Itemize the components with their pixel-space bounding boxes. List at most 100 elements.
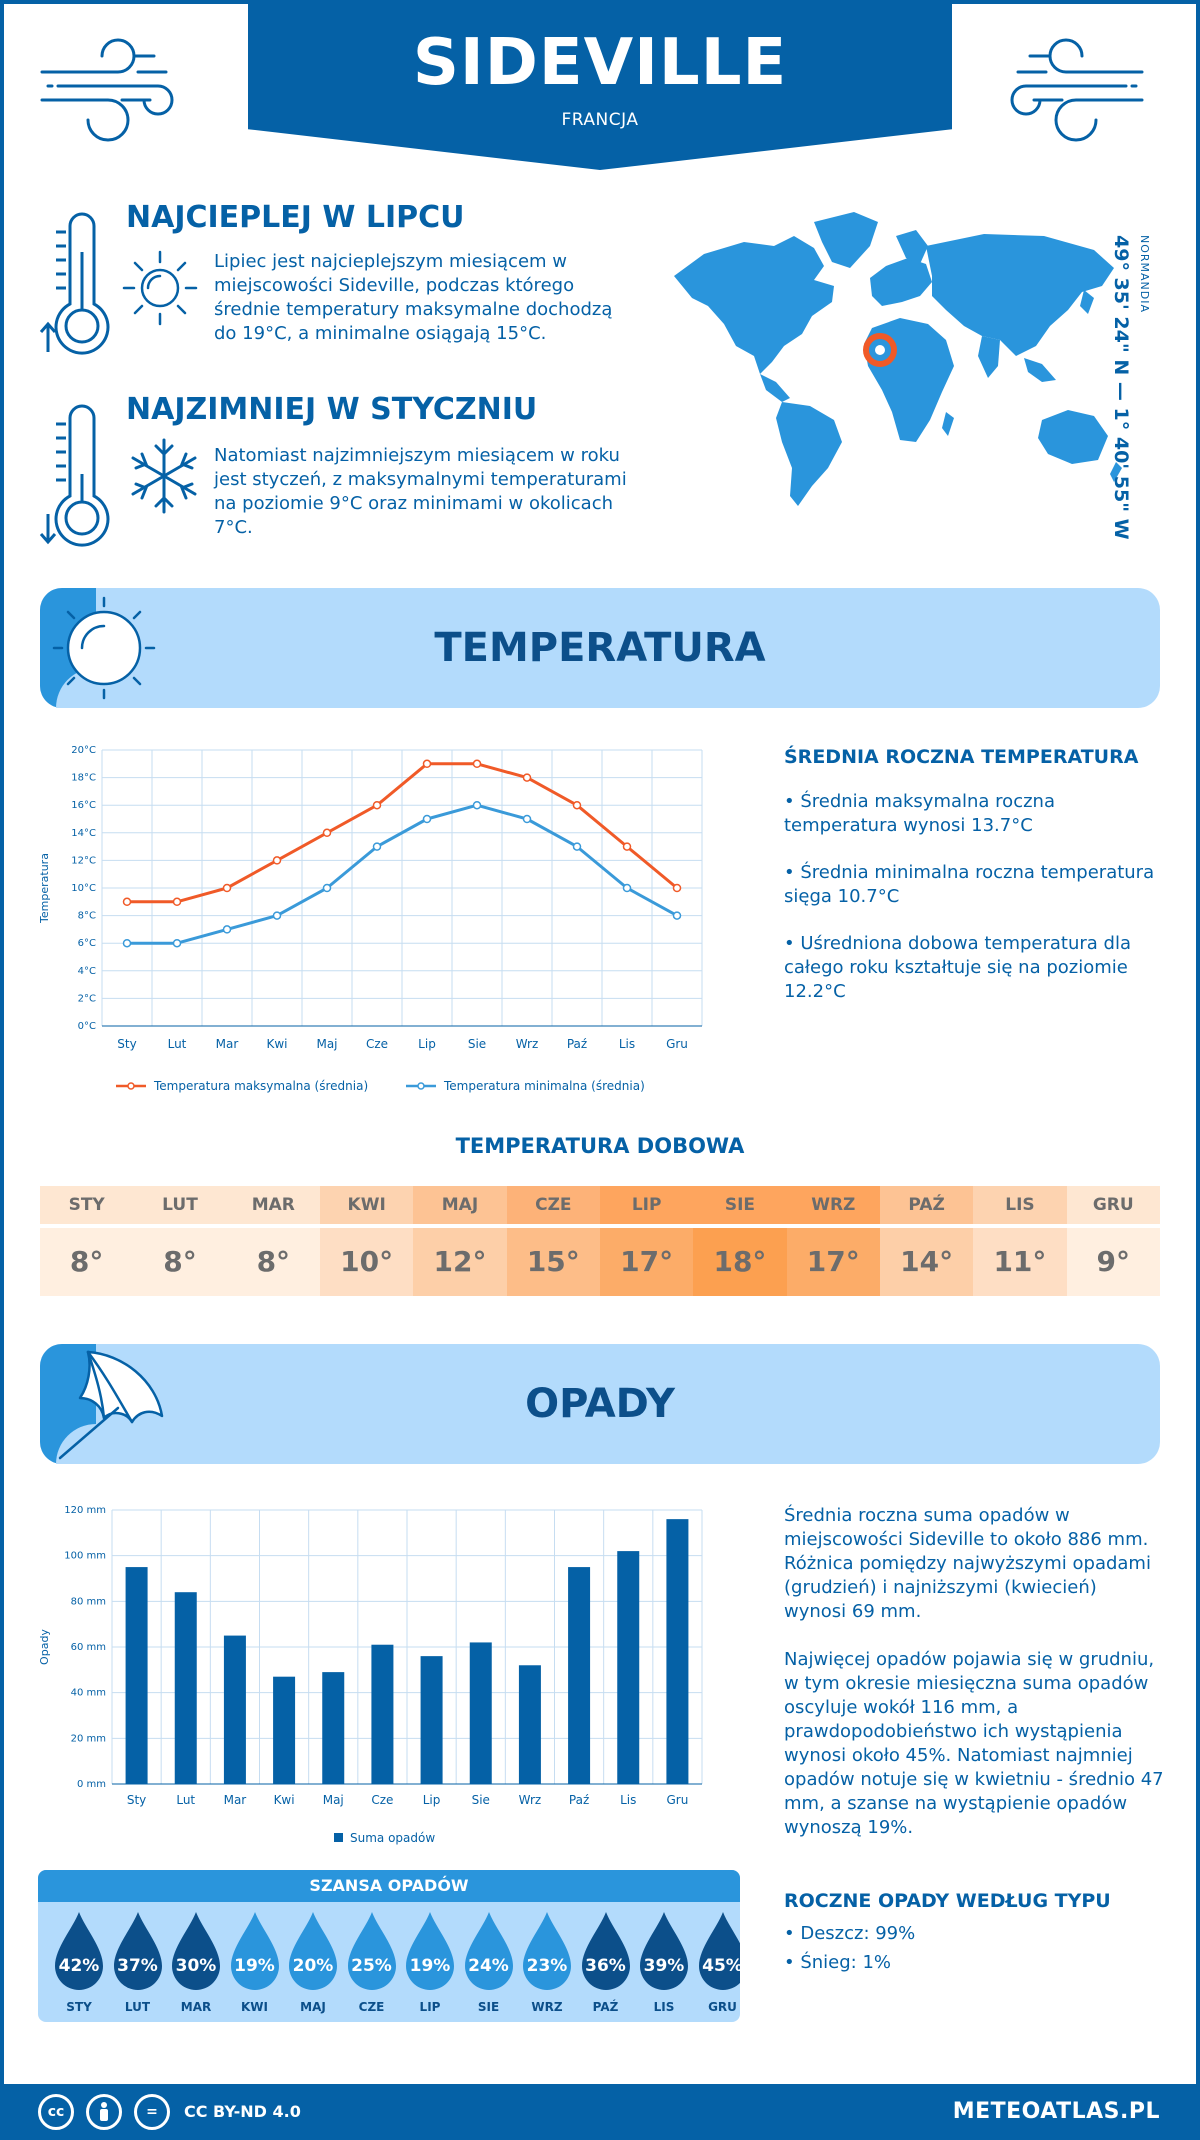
raindrop-icon	[172, 1912, 220, 1990]
y-tick-label: 80 mm	[71, 1596, 106, 1607]
data-point	[572, 842, 582, 851]
precip-chance-drop: 24% SIE	[460, 1910, 518, 2020]
precip-chance-drop: 23% WRZ	[518, 1910, 576, 2020]
bar	[518, 1665, 541, 1784]
precip-chance-month: LIP	[419, 2000, 441, 2014]
daily-temp-value: 8°	[133, 1228, 227, 1296]
y-tick-label: 4°C	[78, 966, 96, 977]
coordinates-value: 49° 35' 24" N — 1° 40' 55" W	[1110, 235, 1132, 540]
x-tick-label: Paź	[567, 1037, 587, 1051]
daily-temp-column: CZE 15°	[506, 1186, 600, 1296]
precip-chance-drop: 39% LIS	[635, 1910, 693, 2020]
daily-temp-value: 10°	[319, 1228, 414, 1296]
data-point	[522, 814, 532, 824]
bar	[371, 1644, 394, 1784]
data-point	[622, 842, 632, 851]
wind-icon-left	[40, 38, 174, 142]
coordinates: 49° 35' 24" N — 1° 40' 55" W NORMANDIA	[1110, 235, 1160, 540]
coldest-title: NAJZIMNIEJ W STYCZNIU	[126, 392, 538, 427]
data-point	[172, 938, 182, 948]
precip-chance-drop: 45% GRU	[694, 1910, 740, 2020]
x-tick-label: Wrz	[516, 1037, 539, 1051]
data-point	[422, 814, 432, 824]
raindrop-icon	[113, 1912, 162, 1990]
data-point	[122, 897, 132, 907]
precip-chance-month: MAR	[180, 2000, 212, 2014]
daily-month-label: MAR	[226, 1186, 320, 1224]
series-line-min	[127, 803, 678, 945]
precip-text-1: Średnia roczna suma opadów w miejscowośc…	[784, 1505, 1151, 1622]
annual-temp-bullet-max: • Średnia maksymalna roczna temperatura …	[784, 791, 1055, 836]
daily-month-label: CZE	[506, 1186, 600, 1224]
location-marker	[863, 333, 897, 367]
data-point	[622, 883, 632, 893]
y-tick-label: 0°C	[78, 1021, 96, 1032]
daily-month-label: GRU	[1066, 1186, 1160, 1224]
precip-type-snow: • Śnieg: 1%	[784, 1952, 892, 1973]
raindrop-icon	[523, 1912, 571, 1990]
raindrop-icon	[581, 1912, 630, 1990]
bar	[125, 1567, 148, 1784]
precip-chance-drop: 20% MAJ	[284, 1910, 342, 2020]
precip-chance-title: SZANSA OPADÓW	[38, 1870, 740, 1902]
precip-chance-value: 23%	[526, 1956, 568, 1976]
daily-temp-column: STY 8°	[40, 1186, 134, 1296]
precip-chance-drop: 30% MAR	[167, 1910, 225, 2020]
x-tick-label: Cze	[371, 1793, 393, 1807]
data-point	[372, 800, 382, 810]
x-tick-label: Gru	[666, 1793, 688, 1807]
daily-month-label: WRZ	[786, 1186, 880, 1224]
x-tick-label: Lut	[176, 1793, 195, 1807]
wind-icon-right	[1010, 38, 1144, 142]
precip-chance-value: 36%	[585, 1956, 626, 1976]
precip-chance-drop: 36% PAŹ	[577, 1910, 635, 2020]
x-tick-label: Paź	[569, 1793, 589, 1807]
x-tick-label: Maj	[316, 1037, 337, 1051]
y-tick-label: 40 mm	[71, 1688, 106, 1699]
daily-temp-table: STY 8° LUT 8° MAR 8° KWI 10° MAJ 12° CZE 15° LIP 17° S…	[40, 1186, 1160, 1296]
daily-temp-title: TEMPERATURA DOBOWA	[455, 1134, 745, 1158]
daily-temp-column: MAR 8°	[226, 1186, 320, 1296]
daily-temp-value: 18°	[693, 1228, 787, 1296]
daily-temp-value: 12°	[413, 1228, 507, 1296]
precip-section-header: OPADY	[40, 1344, 1160, 1464]
license-text: CC BY-ND 4.0	[184, 2102, 301, 2121]
precip-chance-drop: 19% LIP	[401, 1910, 459, 2020]
temperature-chart: 0°C 2°C 4°C 6°C 8°C 10°C 12°C 14°C 16°C 18°C 20°C S…	[38, 745, 703, 1093]
raindrop-icon	[347, 1912, 396, 1990]
bar	[568, 1567, 591, 1784]
y-tick-label: 100 mm	[64, 1551, 106, 1562]
data-point	[222, 883, 232, 893]
x-tick-label: Sie	[472, 1793, 490, 1807]
annual-temp-title: ŚREDNIA ROCZNA TEMPERATURA	[784, 746, 1139, 768]
x-tick-label: Kwi	[274, 1793, 295, 1807]
precip-type-rain: • Deszcz: 99%	[784, 1923, 916, 1944]
daily-temp-value: 14°	[879, 1228, 974, 1296]
daily-temp-column: SIE 18°	[693, 1186, 787, 1296]
x-tick-label: Lut	[168, 1037, 187, 1051]
raindrop-icon	[464, 1912, 513, 1990]
x-tick-label: Kwi	[266, 1037, 287, 1051]
x-tick-label: Wrz	[519, 1793, 542, 1807]
precip-chance-month: LIS	[653, 2000, 675, 2014]
data-point	[172, 897, 182, 907]
daily-temp-column: PAŹ 14°	[879, 1186, 974, 1296]
site-name[interactable]: METEOATLAS.PL	[952, 2099, 1160, 2124]
daily-month-label: LIS	[973, 1186, 1067, 1224]
daily-temp-column: LUT 8°	[133, 1186, 227, 1296]
x-tick-label: Cze	[366, 1037, 388, 1051]
y-tick-label: 14°C	[71, 828, 96, 839]
city-name: SIDEVILLE	[412, 26, 788, 100]
sun-icon	[122, 250, 198, 326]
precip-chance-value: 20%	[292, 1956, 334, 1976]
precip-chance-month: WRZ	[531, 2000, 563, 2014]
precip-text-2: Najwięcej opadów pojawia się w grudniu, …	[784, 1649, 1164, 1838]
legend-swatch	[334, 1833, 343, 1842]
bar	[322, 1672, 345, 1784]
precip-chance-month: KWI	[241, 2000, 268, 2014]
x-tick-label: Mar	[216, 1037, 239, 1051]
data-point	[472, 759, 482, 769]
data-point	[672, 883, 682, 893]
daily-temp-value: 11°	[973, 1228, 1067, 1296]
warmest-title: NAJCIEPLEJ W LIPCU	[126, 200, 465, 235]
